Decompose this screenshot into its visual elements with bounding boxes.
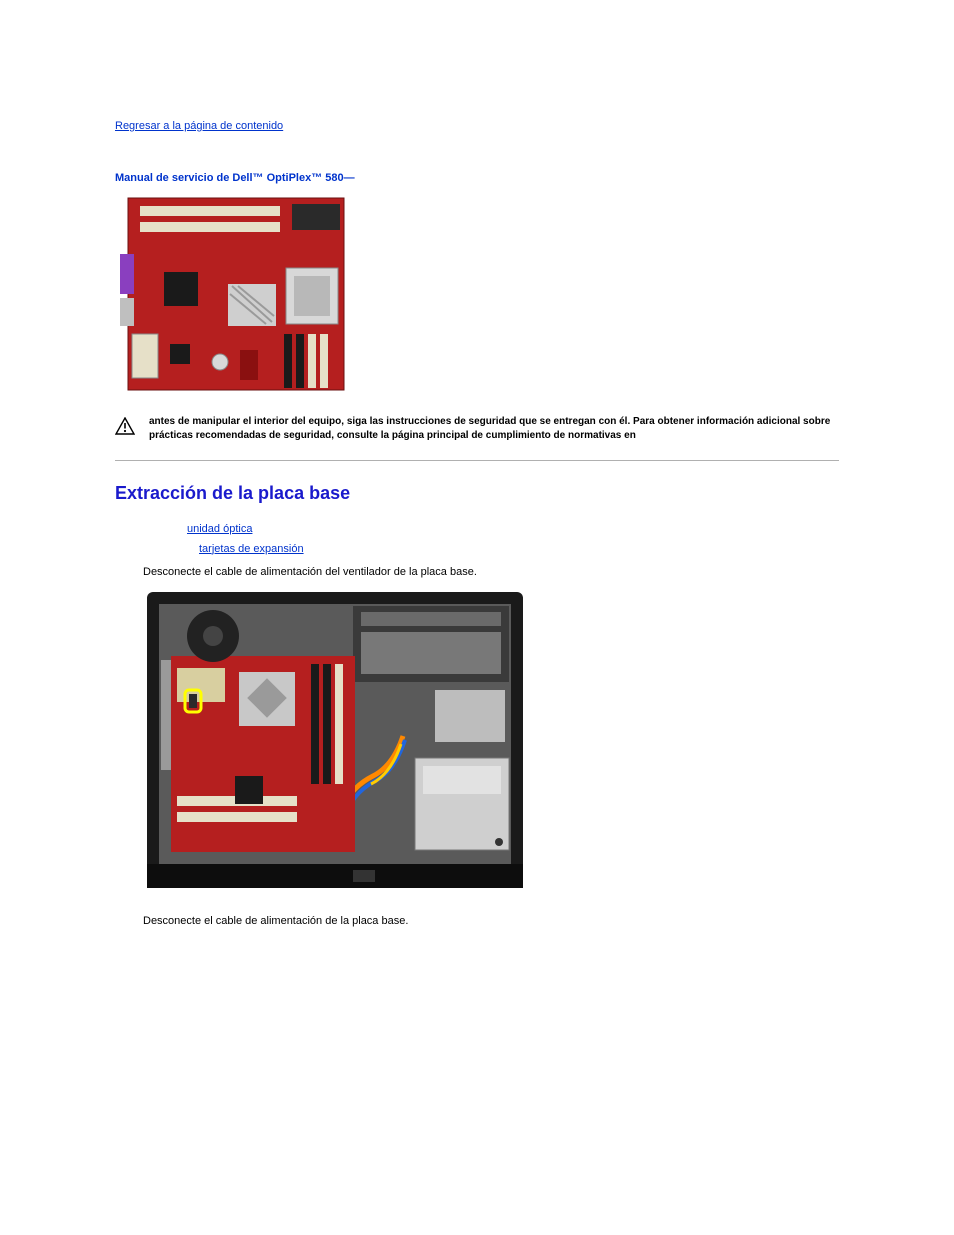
warning-text: antes de manipular el interior del equip… bbox=[149, 415, 839, 442]
section-heading: Extracción de la placa base bbox=[115, 483, 839, 504]
optical-drive-link[interactable]: unidad óptica bbox=[187, 523, 252, 535]
step-fan-text: Desconecte el cable de alimentación del … bbox=[143, 566, 839, 578]
steps-block: unidad óptica tarjetas de expansión bbox=[143, 520, 839, 560]
warning-icon bbox=[115, 417, 135, 435]
step-power-text: Desconecte el cable de alimentación de l… bbox=[143, 915, 839, 927]
separator bbox=[115, 460, 839, 461]
expansion-cards-link[interactable]: tarjetas de expansión bbox=[199, 543, 304, 555]
document-title: Manual de servicio de Dell™ OptiPlex™ 58… bbox=[115, 172, 839, 184]
motherboard-image bbox=[120, 194, 350, 394]
warning-row: antes de manipular el interior del equip… bbox=[115, 415, 839, 442]
back-link[interactable]: Regresar a la página de contenido bbox=[115, 120, 283, 132]
open-case-image bbox=[143, 586, 528, 894]
